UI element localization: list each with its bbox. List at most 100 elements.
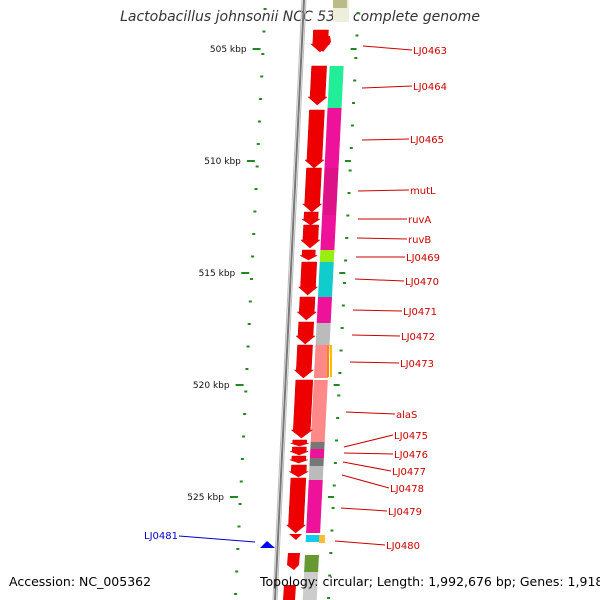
scale-tick [252, 48, 261, 50]
gene-arrow [293, 344, 315, 379]
leader-line [345, 411, 396, 415]
scale-dot [348, 169, 352, 172]
scale-dot [327, 597, 331, 599]
gene-arrow [290, 379, 314, 439]
category-band [315, 323, 331, 345]
scale-dot [342, 282, 346, 284]
category-band [304, 555, 319, 572]
scale-dot [340, 327, 344, 329]
scale-tick [235, 384, 244, 386]
gene-label: LJ0475 [394, 431, 428, 442]
scale-dot [238, 503, 242, 505]
scale-dot [341, 304, 345, 307]
category-band [324, 108, 342, 168]
scale-dot [246, 345, 250, 348]
scale-label: 510 kbp [204, 157, 241, 167]
scale-dot [260, 75, 264, 78]
gene-arrow [283, 585, 296, 600]
scale-dot [237, 525, 241, 528]
category-band [319, 250, 335, 262]
scale-dot [339, 349, 343, 352]
scale-dot [337, 394, 341, 397]
backbone-line [276, 0, 307, 600]
scale-dot [331, 507, 335, 509]
scale-dot [252, 233, 256, 235]
gene-arrow [296, 296, 317, 321]
plus-gene-arrow [260, 541, 275, 548]
leader-line [342, 461, 392, 472]
gene-arrow [290, 439, 309, 447]
gene-label: LJ0473 [400, 359, 434, 370]
category-band [302, 572, 319, 600]
scale-tick [333, 384, 340, 386]
scale-dot [234, 593, 238, 595]
gene-label: LJ0464 [413, 82, 447, 93]
scale-dot [354, 57, 358, 59]
band-top-olive [333, 0, 347, 8]
category-band [310, 442, 325, 449]
leader-line [361, 85, 413, 89]
gene-label: LJ0481 [144, 531, 178, 542]
gene-arrow [315, 36, 331, 52]
scale-dot [243, 413, 247, 415]
gene-label: alaS [396, 410, 417, 421]
backbone-line [272, 0, 303, 600]
scale-dot [329, 552, 333, 554]
gene-label: ruvA [408, 215, 431, 226]
gene-label: LJ0470 [405, 277, 439, 288]
scale-dot [244, 390, 248, 393]
category-band [320, 215, 337, 250]
gene-label: LJ0465 [410, 135, 444, 146]
scale-tick [327, 496, 334, 498]
gene-arrow [290, 446, 309, 456]
category-band [305, 535, 320, 542]
topology-text: Topology: circular; Length: 1,992,676 bp… [260, 574, 600, 589]
scale-tick [241, 272, 250, 274]
scale-label: 520 kbp [193, 381, 230, 391]
scale-tick [344, 160, 351, 162]
scale-dot [356, 12, 360, 14]
gene-arrow [287, 553, 300, 570]
gene-arrow [304, 109, 325, 169]
scale-dot [345, 237, 349, 239]
gene-label: LJ0480 [386, 541, 420, 552]
category-band [306, 480, 323, 533]
gene-arrow [307, 65, 328, 106]
gene-label: LJ0477 [392, 467, 426, 478]
category-band [310, 380, 328, 442]
gene-label: LJ0471 [403, 307, 437, 318]
scale-dot [338, 372, 342, 374]
scale-dot [256, 143, 260, 145]
leader-line [351, 334, 401, 337]
gene-label: LJ0472 [401, 332, 435, 343]
gene-label: mutL [410, 186, 436, 197]
gene-label: LJ0478 [390, 484, 424, 495]
gene-arrow [301, 211, 321, 226]
leader-line [349, 361, 400, 364]
gene-label: LJ0463 [413, 46, 447, 57]
gene-arrow [299, 249, 318, 261]
leader-line [356, 237, 408, 240]
leader-line [343, 434, 394, 448]
scale-dot [236, 548, 240, 550]
scale-dot [247, 323, 251, 325]
scale-dot [333, 462, 337, 464]
scale-dot [352, 102, 356, 104]
gene-arrow [297, 261, 319, 296]
scale-dot [347, 192, 351, 194]
gene-label: LJ0479 [388, 507, 422, 518]
gene-arrow [289, 455, 308, 464]
scale-dot [240, 458, 244, 460]
scale-dot [346, 214, 350, 217]
scale-dot [251, 255, 255, 258]
accession-text: Accession: NC_005362 [9, 574, 152, 589]
leader-line [334, 540, 386, 546]
gene-label: ruvB [408, 235, 431, 246]
category-stripe [330, 345, 332, 377]
scale-dot [255, 165, 259, 168]
category-band [309, 458, 324, 466]
scale-dot [242, 435, 246, 438]
category-band [308, 466, 324, 480]
scale-dot [350, 124, 354, 127]
